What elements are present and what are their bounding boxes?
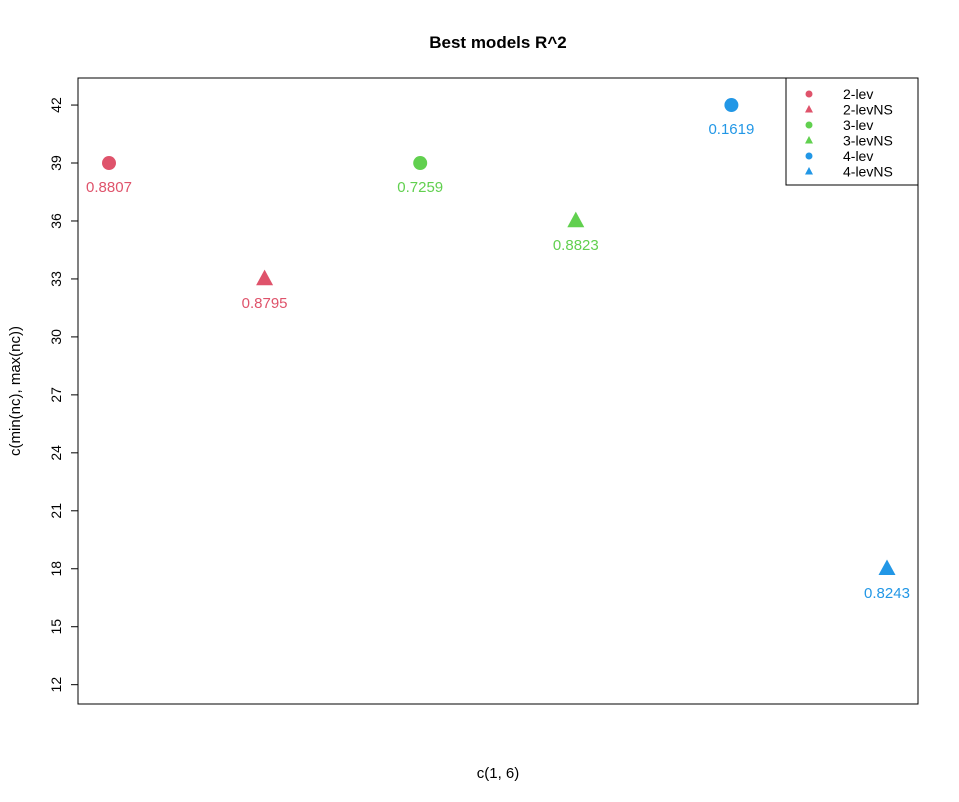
legend-marker-4-lev bbox=[805, 152, 813, 160]
legend-label-3-levNS: 3-levNS bbox=[843, 133, 893, 149]
point-2-levNS bbox=[256, 269, 274, 286]
point-2-lev bbox=[102, 156, 116, 171]
y-tick-label: 30 bbox=[48, 329, 64, 345]
point-4-lev bbox=[724, 98, 739, 113]
legend-marker-2-levNS bbox=[805, 105, 813, 113]
y-tick-label: 21 bbox=[48, 503, 64, 519]
legend-label-2-lev: 2-lev bbox=[843, 86, 873, 102]
data-label-2-levNS: 0.8795 bbox=[242, 295, 288, 312]
legend-label-2-levNS: 2-levNS bbox=[843, 102, 893, 118]
y-tick-label: 15 bbox=[48, 619, 64, 635]
data-label-4-lev: 0.1619 bbox=[708, 121, 754, 138]
y-tick-label: 27 bbox=[48, 387, 64, 403]
data-label-3-lev: 0.7259 bbox=[397, 179, 443, 196]
legend-marker-3-lev bbox=[805, 121, 813, 129]
y-tick-label: 39 bbox=[48, 155, 64, 171]
legend-label-4-levNS: 4-levNS bbox=[843, 164, 893, 180]
y-tick-label: 24 bbox=[48, 445, 64, 461]
chart-title: Best models R^2 bbox=[429, 33, 566, 52]
legend-label-4-lev: 4-lev bbox=[843, 148, 873, 164]
y-axis: 12 15 18 21 24 27 30 33 36 39 42 bbox=[48, 97, 78, 692]
legend-label-3-lev: 3-lev bbox=[843, 117, 873, 133]
data-label-2-lev: 0.8807 bbox=[86, 179, 132, 196]
legend-marker-2-lev bbox=[805, 90, 813, 98]
point-4-levNS bbox=[878, 559, 896, 576]
data-label-3-levNS: 0.8823 bbox=[553, 237, 599, 254]
y-tick-label: 36 bbox=[48, 213, 64, 229]
legend-marker-4-levNS bbox=[805, 167, 813, 175]
y-tick-label: 33 bbox=[48, 271, 64, 287]
data-label-4-levNS: 0.8243 bbox=[864, 585, 910, 602]
y-tick-label: 42 bbox=[48, 97, 64, 113]
data-points: 0.8807 0.8795 0.7259 0.8823 0.1619 0.8243 bbox=[86, 98, 910, 602]
legend-marker-3-levNS bbox=[805, 136, 813, 144]
y-tick-label: 12 bbox=[48, 677, 64, 693]
point-3-levNS bbox=[567, 211, 585, 228]
plot-frame bbox=[77, 77, 919, 705]
y-tick-label: 18 bbox=[48, 561, 64, 577]
point-3-lev bbox=[413, 156, 428, 171]
y-axis-label: c(min(nc), max(nc)) bbox=[7, 326, 24, 456]
x-axis-label: c(1, 6) bbox=[477, 765, 520, 782]
